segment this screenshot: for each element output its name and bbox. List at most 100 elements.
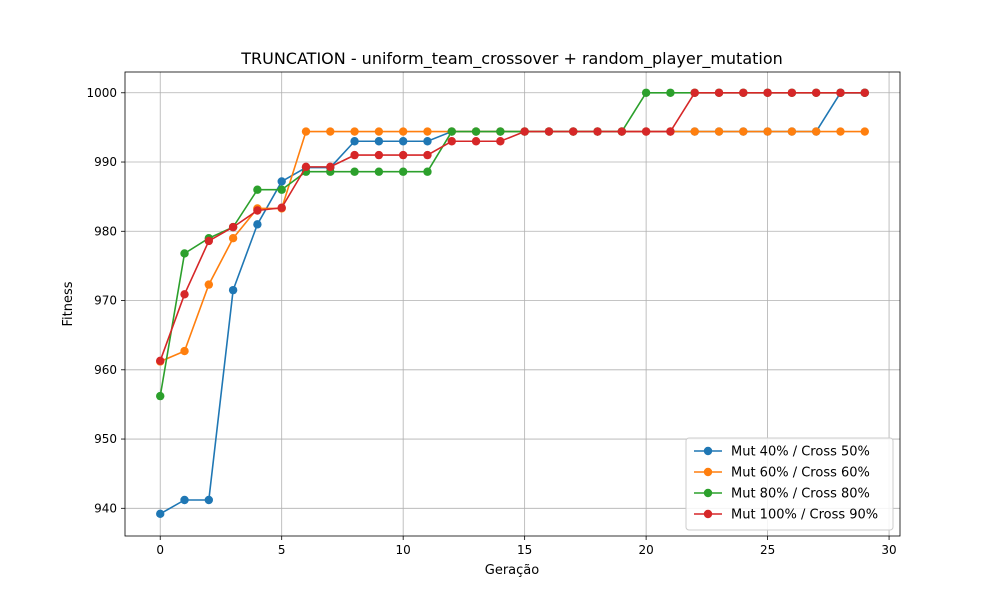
y-tick-label: 950 [94, 432, 117, 446]
y-tick-label: 980 [94, 224, 117, 238]
data-point [641, 127, 651, 136]
legend-marker [703, 467, 713, 477]
data-point [204, 280, 214, 289]
y-axis-label: Fitness [61, 281, 76, 326]
data-point [447, 137, 456, 146]
data-point [228, 234, 238, 243]
data-point [374, 150, 384, 160]
y-tick-label: 940 [94, 501, 117, 515]
data-point [690, 88, 699, 97]
data-point [398, 167, 408, 176]
series-4 [156, 88, 869, 365]
series-lines [156, 88, 869, 519]
data-point [156, 391, 165, 401]
data-point [423, 137, 432, 146]
series-line [159, 91, 865, 397]
data-point [617, 127, 627, 136]
legend-box [685, 437, 894, 531]
x-tick-label: 0 [156, 543, 164, 557]
data-point [180, 249, 189, 258]
data-point [496, 127, 505, 136]
data-point [739, 127, 748, 136]
legend-entry: Mut 100% / Cross 90% [694, 508, 878, 523]
x-tick-label: 5 [278, 543, 286, 557]
x-tick-label: 30 [881, 543, 896, 557]
data-point [374, 137, 384, 146]
legend-entry: Mut 60% / Cross 60% [694, 466, 870, 481]
data-point [569, 127, 578, 136]
data-point [277, 185, 286, 194]
legend-label: Mut 80% / Cross 80% [731, 487, 870, 502]
data-point [423, 167, 432, 176]
data-point [860, 127, 869, 136]
data-point [180, 290, 189, 299]
y-tick-label: 990 [94, 155, 117, 169]
data-point [690, 127, 699, 136]
plot-frame [124, 71, 901, 537]
legend-label: Mut 60% / Cross 60% [731, 466, 870, 481]
data-point [593, 127, 602, 136]
chart-title: TRUNCATION - uniform_team_crossover + ra… [240, 49, 783, 69]
x-tick-label: 25 [760, 543, 775, 557]
data-point [253, 220, 262, 229]
data-point [666, 88, 675, 97]
data-point [739, 88, 748, 97]
data-point [253, 206, 262, 215]
data-point [447, 127, 456, 136]
y-tick-label: 970 [94, 294, 117, 308]
data-point [350, 150, 359, 160]
data-point [374, 127, 384, 136]
data-point [204, 495, 214, 505]
data-point [763, 88, 772, 97]
data-point [228, 285, 238, 295]
data-point [156, 509, 165, 519]
x-axis-label: Geração [485, 563, 539, 578]
data-point [204, 236, 214, 246]
legend-marker [703, 446, 713, 456]
data-point [544, 127, 554, 136]
data-point [156, 356, 165, 365]
data-point [350, 167, 359, 176]
legend-marker [703, 509, 713, 519]
legend: Mut 40% / Cross 50% Mut 60% / Cross 60% Mu… [685, 437, 894, 531]
data-point [836, 127, 845, 136]
data-point [471, 137, 481, 146]
data-point [714, 88, 724, 97]
legend-marker [703, 488, 713, 498]
data-point [301, 127, 311, 136]
data-point [787, 127, 797, 136]
data-point [228, 222, 238, 232]
legend-entry: Mut 80% / Cross 80% [694, 487, 870, 502]
legend-label: Mut 100% / Cross 90% [731, 508, 878, 523]
data-point [763, 127, 772, 136]
data-point [398, 150, 408, 160]
data-point [277, 177, 286, 186]
data-point [811, 88, 821, 97]
series-line [159, 130, 865, 363]
series-2 [156, 127, 869, 366]
data-point [496, 137, 505, 146]
x-tick-label: 20 [638, 543, 653, 557]
data-point [836, 88, 845, 97]
data-point [326, 162, 335, 172]
data-point [811, 127, 821, 136]
data-point [666, 127, 675, 136]
series-3 [156, 88, 869, 401]
data-point [787, 88, 797, 97]
x-tick-label: 15 [517, 543, 532, 557]
data-point [641, 88, 651, 97]
series-line [159, 91, 865, 362]
data-point [301, 162, 311, 172]
data-point [860, 88, 869, 97]
data-point [374, 167, 384, 176]
data-point [714, 127, 724, 136]
data-point [350, 137, 359, 146]
data-point [326, 127, 335, 136]
data-point [180, 346, 189, 356]
data-point [253, 185, 262, 194]
legend-entry: Mut 40% / Cross 50% [694, 445, 870, 460]
data-point [180, 495, 189, 505]
data-point [423, 150, 432, 160]
